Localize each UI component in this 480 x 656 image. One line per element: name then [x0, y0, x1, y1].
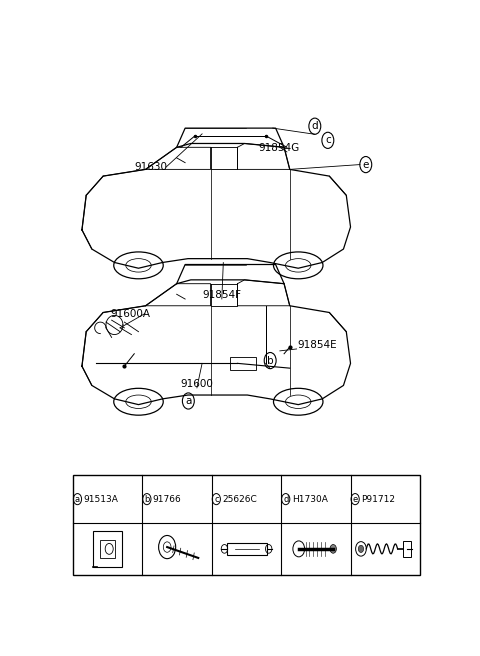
Bar: [93, 531, 122, 567]
Text: 25626C: 25626C: [222, 495, 257, 504]
Text: c: c: [214, 495, 218, 504]
Text: b: b: [144, 495, 150, 504]
Bar: [403, 541, 411, 557]
Bar: [73, 475, 420, 575]
Text: 91854E: 91854E: [297, 340, 337, 350]
Bar: [230, 357, 256, 370]
Text: 91630: 91630: [134, 162, 168, 172]
Text: 91854F: 91854F: [203, 290, 241, 300]
Text: 91766: 91766: [153, 495, 181, 504]
Circle shape: [358, 545, 364, 552]
Text: 91600: 91600: [180, 379, 213, 389]
Text: 91854G: 91854G: [259, 144, 300, 154]
Bar: [100, 540, 115, 558]
Text: e: e: [362, 159, 369, 170]
Bar: [227, 543, 266, 555]
Circle shape: [330, 544, 336, 553]
Text: d: d: [283, 495, 288, 504]
Text: 91513A: 91513A: [84, 495, 118, 504]
Text: 91600A: 91600A: [111, 308, 151, 319]
Text: P91712: P91712: [361, 495, 395, 504]
Text: b: b: [267, 356, 274, 365]
Text: H1730A: H1730A: [292, 495, 327, 504]
Text: d: d: [312, 121, 318, 131]
Text: c: c: [325, 135, 331, 146]
Text: e: e: [352, 495, 358, 504]
Text: a: a: [185, 396, 192, 406]
Text: a: a: [75, 495, 80, 504]
